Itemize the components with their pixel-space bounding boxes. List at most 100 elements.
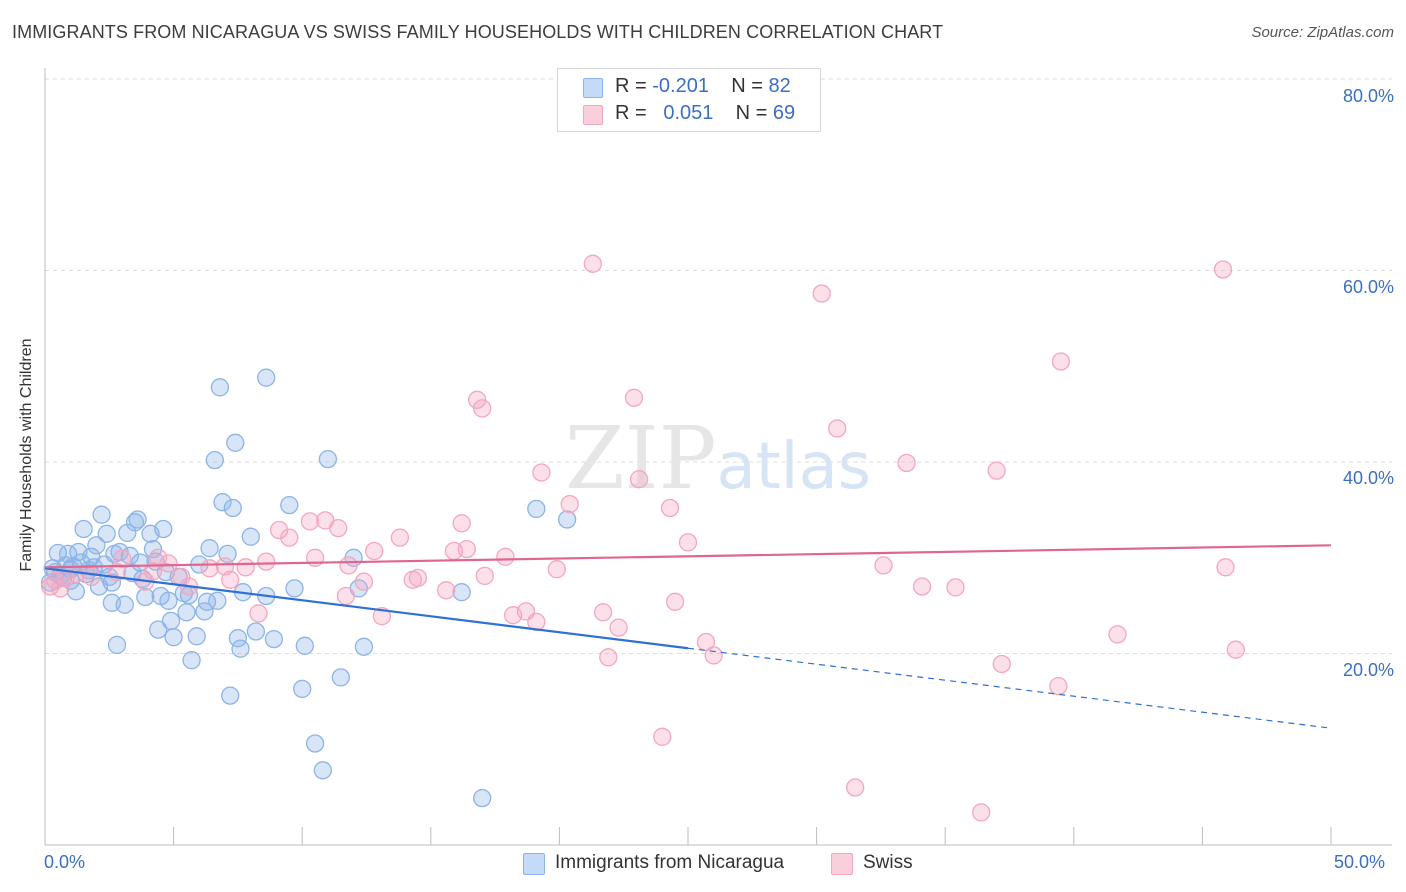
point-swiss-53 [629, 470, 649, 489]
point-swiss-69 [992, 654, 1011, 674]
point-nicaragua-81 [318, 449, 338, 469]
point-swiss-48 [583, 254, 602, 273]
point-nicaragua-60 [208, 591, 227, 610]
point-nicaragua-23 [97, 524, 116, 543]
legend-swatch-nicaragua [523, 853, 545, 875]
point-swiss-39 [473, 399, 492, 418]
point-nicaragua-80 [313, 761, 332, 780]
point-swiss-18 [249, 604, 268, 623]
point-nicaragua-74 [264, 629, 284, 649]
point-nicaragua-66 [226, 433, 245, 452]
n-value-nicaragua: 82 [768, 75, 791, 97]
y-tick-label-60: 60.0% [1342, 277, 1394, 297]
legend-swatch-nicaragua [583, 78, 603, 98]
point-nicaragua-71 [246, 622, 266, 641]
point-swiss-46 [547, 560, 566, 579]
point-swiss-49 [593, 603, 613, 622]
point-swiss-52 [624, 388, 644, 407]
point-swiss-66 [946, 578, 965, 597]
point-swiss-26 [339, 556, 358, 575]
chart-source: Source: ZipAtlas.com [1251, 24, 1394, 41]
point-swiss-67 [972, 803, 991, 822]
point-nicaragua-61 [210, 378, 230, 397]
point-swiss-31 [390, 528, 410, 547]
point-nicaragua-76 [285, 579, 304, 598]
point-swiss-28 [354, 572, 374, 591]
point-swiss-62 [846, 778, 865, 797]
point-swiss-51 [609, 618, 628, 637]
point-nicaragua-38 [136, 587, 155, 607]
y-tick-label-80: 80.0% [1342, 86, 1394, 106]
point-swiss-65 [912, 577, 932, 596]
point-nicaragua-28 [107, 635, 127, 655]
point-nicaragua-30 [115, 595, 134, 614]
point-nicaragua-82 [331, 668, 350, 687]
point-nicaragua-35 [128, 510, 147, 529]
point-swiss-2 [51, 579, 70, 598]
y-tick-label-40: 40.0% [1342, 468, 1394, 488]
point-swiss-68 [987, 461, 1006, 480]
r-value-swiss: 0.051 [663, 102, 714, 124]
point-swiss-9 [143, 562, 163, 581]
n-label: N = [731, 75, 763, 97]
legend-swatch-swiss [583, 105, 603, 125]
point-swiss-7 [113, 549, 132, 568]
point-swiss-25 [329, 518, 348, 538]
point-nicaragua-46 [159, 591, 178, 610]
point-swiss-73 [1213, 260, 1233, 279]
point-nicaragua-44 [154, 519, 173, 539]
point-swiss-59 [704, 646, 723, 665]
point-swiss-27 [336, 586, 356, 606]
point-swiss-20 [269, 520, 289, 540]
point-nicaragua-62 [213, 493, 232, 512]
r-label: R = [615, 75, 647, 97]
point-nicaragua-68 [231, 639, 250, 658]
point-swiss-34 [437, 581, 456, 600]
point-nicaragua-48 [164, 628, 183, 647]
point-swiss-3 [56, 568, 75, 588]
point-swiss-54 [653, 727, 672, 746]
point-swiss-45 [532, 463, 551, 482]
point-swiss-74 [1216, 558, 1235, 577]
point-swiss-19 [257, 552, 276, 571]
point-nicaragua-53 [182, 651, 201, 670]
point-swiss-70 [1051, 352, 1071, 371]
point-nicaragua-79 [305, 734, 325, 753]
point-nicaragua-85 [354, 637, 374, 656]
point-swiss-17 [236, 558, 255, 577]
legend-swatch-swiss [831, 853, 853, 875]
axes [44, 68, 1392, 846]
point-swiss-47 [560, 494, 579, 514]
r-label: R = [615, 102, 647, 124]
series-swiss-points [40, 254, 1245, 822]
point-nicaragua-58 [200, 539, 219, 558]
point-nicaragua-72 [257, 368, 276, 387]
series-nicaragua-points [40, 368, 577, 808]
stats-legend: R = -0.201 N = 82 R = 0.051 N = 69 [557, 68, 821, 132]
point-swiss-75 [1226, 640, 1245, 659]
point-swiss-14 [200, 559, 219, 578]
watermark-atlas: atlas [716, 430, 871, 504]
chart-title: IMMIGRANTS FROM NICARAGUA VS SWISS FAMIL… [12, 22, 944, 42]
point-nicaragua-47 [161, 611, 181, 631]
point-nicaragua-42 [149, 620, 168, 639]
x-tick-label-min: 0.0% [44, 852, 86, 872]
point-swiss-21 [280, 528, 299, 547]
point-nicaragua-34 [125, 513, 145, 532]
point-swiss-63 [874, 556, 893, 575]
point-nicaragua-64 [221, 686, 240, 705]
trend-line-swiss [44, 544, 1332, 569]
y-axis-label: Family Households with Children [18, 338, 35, 572]
point-swiss-15 [215, 557, 235, 576]
legend-label-nicaragua: Immigrants from Nicaragua [555, 852, 785, 873]
point-nicaragua-14 [74, 519, 93, 539]
point-nicaragua-78 [295, 636, 314, 655]
watermark-zip: ZIP [565, 409, 717, 509]
point-swiss-40 [475, 566, 494, 586]
point-swiss-57 [678, 533, 698, 552]
point-nicaragua-67 [228, 629, 248, 648]
point-swiss-71 [1049, 676, 1068, 696]
point-swiss-64 [897, 453, 916, 473]
point-swiss-36 [452, 514, 471, 533]
